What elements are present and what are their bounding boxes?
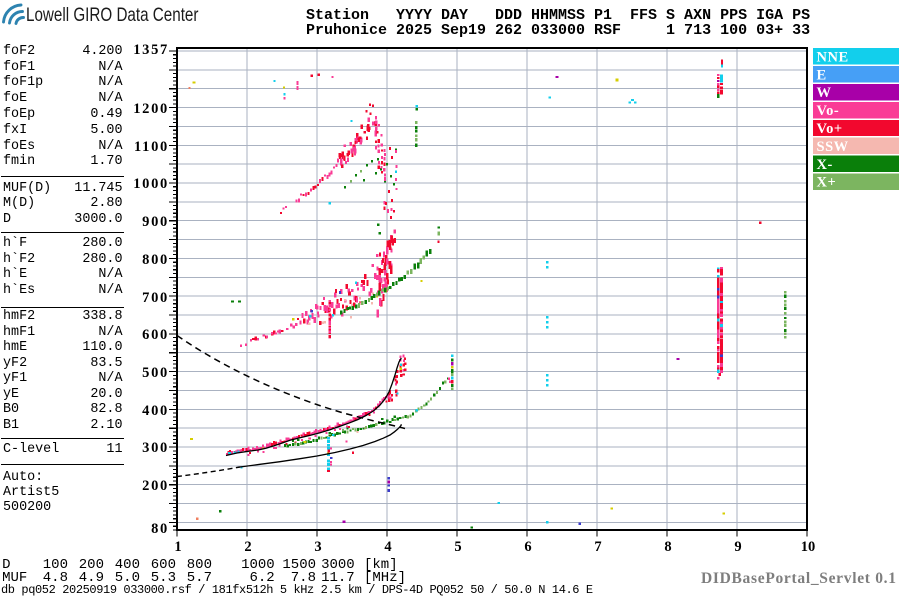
svg-text:Vo-: Vo- bbox=[817, 103, 840, 119]
svg-text:X+: X+ bbox=[817, 175, 837, 191]
svg-text:SSW: SSW bbox=[817, 139, 849, 155]
svg-text:E: E bbox=[817, 67, 827, 83]
svg-text:W: W bbox=[817, 85, 832, 101]
svg-text:NNE: NNE bbox=[817, 49, 849, 65]
svg-text:X-: X- bbox=[817, 157, 833, 173]
svg-text:Vo+: Vo+ bbox=[817, 121, 843, 137]
